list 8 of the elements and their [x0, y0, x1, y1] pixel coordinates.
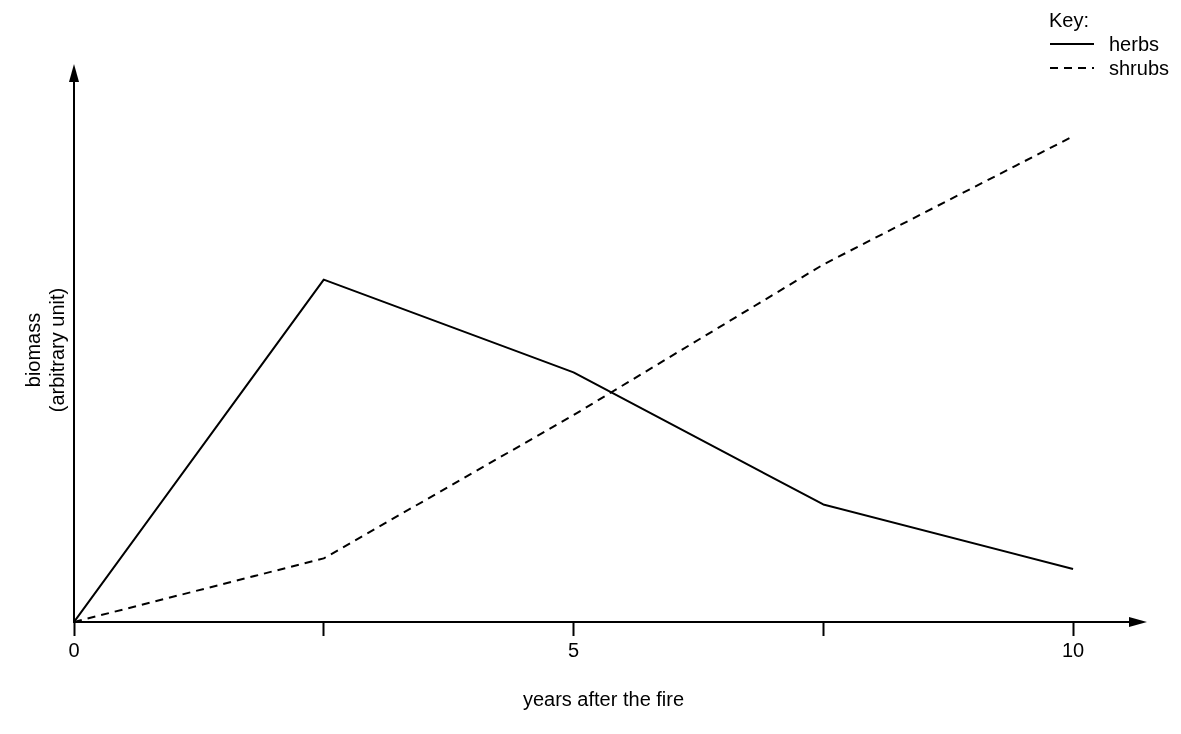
x-tick-label: 10	[1061, 638, 1085, 661]
y-axis-title: biomass (arbitrary unit)	[21, 287, 68, 413]
legend-label: herbs	[1108, 32, 1159, 56]
legend-label: shrubs	[1108, 56, 1169, 80]
x-axis-title: years after the fire	[522, 687, 685, 710]
x-tick-label: 0	[68, 638, 80, 661]
legend-title: Key:	[1048, 8, 1090, 32]
x-tick-label: 5	[567, 638, 580, 661]
